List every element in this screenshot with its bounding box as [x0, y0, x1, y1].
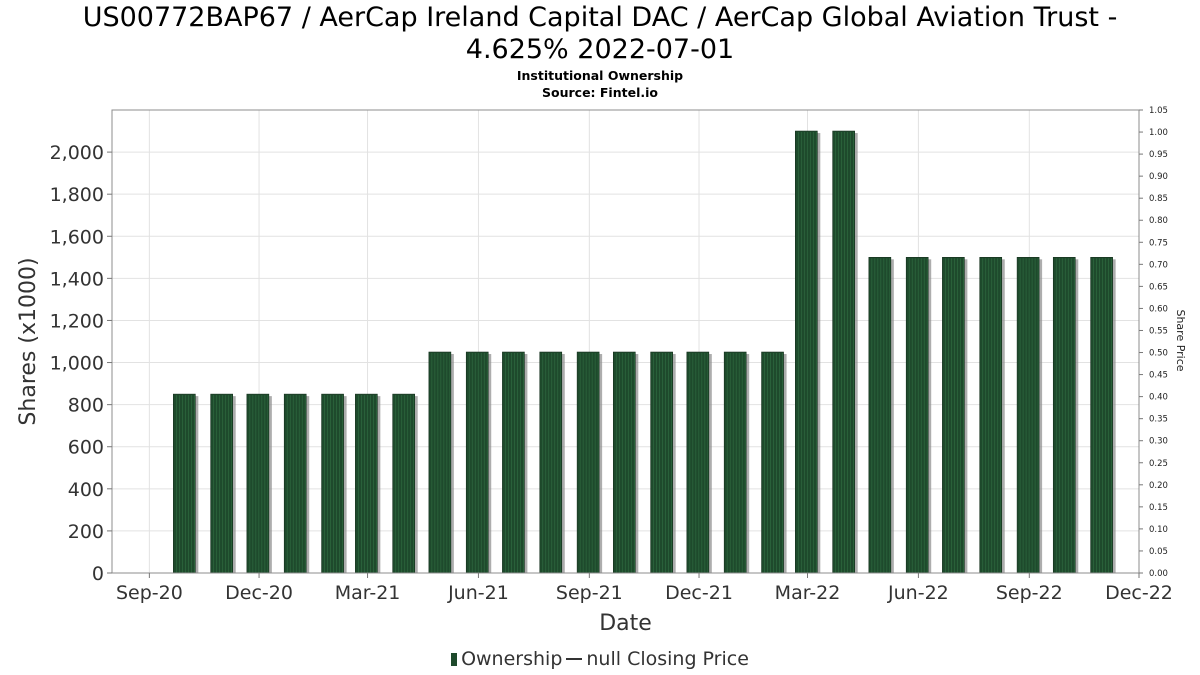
chart-title-line-1: US00772BAP67 / AerCap Ireland Capital DA… [82, 2, 1118, 33]
plot-frame [111, 109, 1140, 574]
y2-tick-label: 0.90 [1149, 172, 1168, 182]
x-tick-label: Mar-22 [775, 582, 841, 604]
y2-tick-label: 0.95 [1149, 150, 1168, 160]
y2-tick-label: 0.60 [1149, 304, 1168, 314]
x-tick-label: Sep-20 [116, 582, 183, 604]
y-tick-label: 1,000 [50, 353, 104, 375]
y-tick-label: 1,800 [50, 184, 104, 206]
x-axis-title: Date [599, 611, 652, 636]
y2-tick-label: 0.80 [1149, 216, 1168, 226]
y2-tick-label: 0.70 [1149, 260, 1168, 270]
y2-tick-label: 0.40 [1149, 393, 1168, 403]
y2-tick-label: 0.50 [1149, 349, 1168, 359]
y2-tick-label: 0.10 [1149, 525, 1168, 535]
y2-axis-title: Share Price [1174, 309, 1187, 371]
y2-tick-label: 0.05 [1149, 547, 1168, 557]
chart-source: Source: Fintel.io [542, 85, 658, 100]
x-tick-label: Dec-21 [665, 582, 733, 604]
x-tick-label: Jun-21 [447, 582, 509, 604]
y2-tick-label: 0.35 [1149, 415, 1168, 425]
y2-tick-label: 0.65 [1149, 282, 1168, 292]
y-tick-label: 0 [92, 563, 104, 585]
y2-tick-label: 0.25 [1149, 459, 1168, 469]
y2-tick-label: 0.55 [1149, 326, 1168, 336]
y-tick-label: 600 [68, 437, 104, 459]
y-tick-label: 1,600 [50, 226, 104, 248]
y-tick-label: 200 [68, 521, 104, 543]
chart-title-line-2: 4.625% 2022-07-01 [465, 34, 735, 65]
x-tick-label: Mar-21 [335, 582, 401, 604]
y-tick-label: 2,000 [50, 142, 104, 164]
y2-tick-label: 0.15 [1149, 503, 1168, 513]
chart-subtitle: Institutional Ownership [516, 68, 684, 83]
y-tick-label: 400 [68, 479, 104, 501]
x-tick-label: Sep-21 [556, 582, 623, 604]
y2-tick-label: 0.75 [1149, 238, 1168, 248]
y2-tick-label: 0.45 [1149, 371, 1168, 381]
x-tick-label: Sep-22 [996, 582, 1063, 604]
y2-tick-label: 0.00 [1149, 569, 1168, 579]
y-tick-label: 1,400 [50, 268, 104, 290]
closing-price-legend-line [566, 658, 583, 660]
y-tick-label: 1,200 [50, 310, 104, 332]
x-tick-label: Jun-22 [887, 582, 949, 604]
legend-closing-price-label: null Closing Price [586, 648, 749, 670]
ownership-legend-swatch [451, 653, 458, 666]
y2-tick-label: 1.05 [1149, 106, 1168, 116]
y2-tick-label: 0.85 [1149, 194, 1168, 204]
y-tick-label: 800 [68, 395, 104, 417]
x-tick-label: Dec-22 [1105, 582, 1173, 604]
y2-tick-label: 1.00 [1149, 128, 1168, 138]
y2-tick-label: 0.20 [1149, 481, 1168, 491]
x-tick-label: Dec-20 [225, 582, 293, 604]
y2-tick-label: 0.30 [1149, 437, 1168, 447]
chart-legend: Ownership null Closing Price [0, 648, 1200, 670]
y-axis-title: Shares (x1000) [16, 257, 41, 425]
legend-ownership-label: Ownership [461, 648, 563, 670]
